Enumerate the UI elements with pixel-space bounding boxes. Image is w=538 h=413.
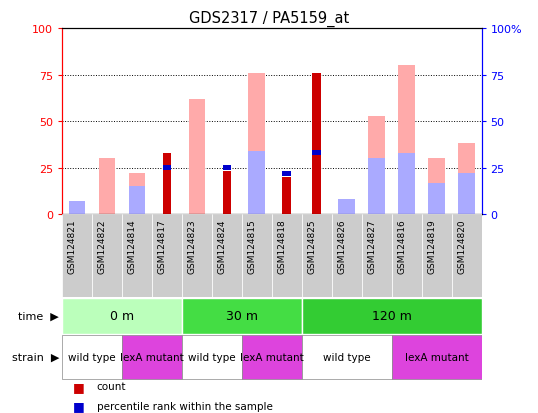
- Bar: [369, 116, 385, 215]
- Text: GSM124827: GSM124827: [367, 219, 377, 273]
- Text: GSM124825: GSM124825: [308, 219, 317, 273]
- Bar: [242, 335, 302, 379]
- Bar: [422, 215, 451, 297]
- Text: GSM124816: GSM124816: [398, 219, 407, 273]
- Bar: [249, 152, 265, 215]
- Bar: [162, 166, 171, 171]
- Text: GSM124817: GSM124817: [158, 219, 167, 273]
- Text: GSM124820: GSM124820: [457, 219, 466, 273]
- Text: GSM124818: GSM124818: [278, 219, 287, 273]
- Bar: [122, 335, 182, 379]
- Text: count: count: [97, 381, 126, 391]
- Bar: [182, 298, 302, 334]
- Bar: [182, 335, 242, 379]
- Text: ■: ■: [73, 399, 84, 413]
- Bar: [69, 202, 85, 215]
- Text: lexA mutant: lexA mutant: [405, 352, 469, 362]
- Text: lexA mutant: lexA mutant: [120, 352, 183, 362]
- Text: wild type: wild type: [68, 352, 116, 362]
- Text: wild type: wild type: [323, 352, 371, 362]
- Text: strain  ▶: strain ▶: [12, 352, 59, 362]
- Bar: [223, 166, 231, 171]
- Bar: [129, 187, 145, 215]
- Bar: [282, 178, 291, 215]
- Bar: [249, 74, 265, 215]
- Bar: [451, 215, 482, 297]
- Bar: [62, 298, 182, 334]
- Bar: [313, 74, 321, 215]
- Bar: [282, 171, 291, 176]
- Bar: [313, 151, 321, 156]
- Text: GDS2317 / PA5159_at: GDS2317 / PA5159_at: [189, 10, 349, 26]
- Bar: [152, 215, 182, 297]
- Bar: [272, 215, 302, 297]
- Text: GSM124819: GSM124819: [428, 219, 436, 273]
- Text: 120 m: 120 m: [372, 309, 412, 323]
- Bar: [369, 159, 385, 215]
- Bar: [302, 335, 392, 379]
- Text: 0 m: 0 m: [110, 309, 134, 323]
- Bar: [338, 200, 355, 215]
- Text: GSM124814: GSM124814: [128, 219, 137, 273]
- Bar: [182, 215, 212, 297]
- Bar: [458, 174, 475, 215]
- Text: ■: ■: [73, 380, 84, 393]
- Bar: [428, 183, 445, 215]
- Text: 30 m: 30 m: [226, 309, 258, 323]
- Bar: [98, 159, 115, 215]
- Bar: [129, 174, 145, 215]
- Text: GSM124821: GSM124821: [68, 219, 77, 273]
- Bar: [331, 215, 362, 297]
- Bar: [362, 215, 392, 297]
- Text: GSM124824: GSM124824: [218, 219, 226, 273]
- Bar: [242, 215, 272, 297]
- Text: GSM124823: GSM124823: [188, 219, 197, 273]
- Bar: [392, 335, 482, 379]
- Bar: [223, 172, 231, 215]
- Text: time  ▶: time ▶: [18, 311, 59, 321]
- Bar: [302, 298, 482, 334]
- Bar: [398, 66, 415, 215]
- Text: percentile rank within the sample: percentile rank within the sample: [97, 401, 273, 411]
- Bar: [428, 159, 445, 215]
- Bar: [62, 335, 122, 379]
- Bar: [62, 215, 92, 297]
- Text: lexA mutant: lexA mutant: [240, 352, 303, 362]
- Bar: [302, 215, 331, 297]
- Bar: [92, 215, 122, 297]
- Text: GSM124815: GSM124815: [247, 219, 257, 273]
- Bar: [392, 215, 422, 297]
- Bar: [212, 215, 242, 297]
- Text: GSM124826: GSM124826: [338, 219, 346, 273]
- Text: GSM124822: GSM124822: [98, 219, 107, 273]
- Bar: [458, 144, 475, 215]
- Bar: [122, 215, 152, 297]
- Bar: [398, 154, 415, 215]
- Bar: [162, 154, 171, 215]
- Text: wild type: wild type: [188, 352, 236, 362]
- Bar: [188, 100, 205, 215]
